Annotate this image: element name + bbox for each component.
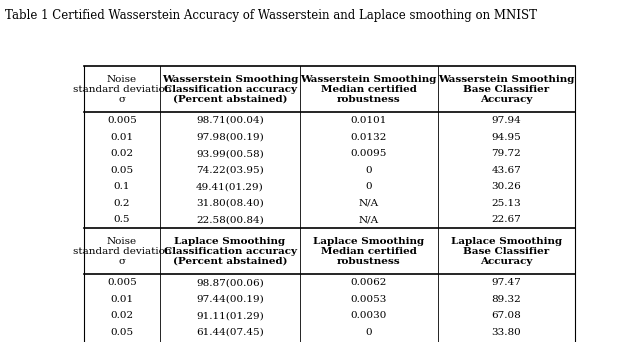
Text: 97.94: 97.94 (492, 116, 521, 125)
Text: 0.0132: 0.0132 (351, 133, 387, 142)
Text: Table 1 Certified Wasserstein Accuracy of Wasserstein and Laplace smoothing on M: Table 1 Certified Wasserstein Accuracy o… (5, 9, 537, 22)
Text: 31.80(08.40): 31.80(08.40) (196, 199, 264, 208)
Text: (Percent abstained): (Percent abstained) (173, 257, 287, 266)
Text: 0.02: 0.02 (111, 311, 134, 320)
Text: 22.67: 22.67 (492, 215, 521, 224)
Text: 0: 0 (365, 166, 372, 175)
Text: 91.11(01.29): 91.11(01.29) (196, 311, 264, 320)
Text: 67.08: 67.08 (492, 311, 521, 320)
Text: N/A: N/A (358, 215, 379, 224)
Text: Base Classifier: Base Classifier (463, 247, 549, 256)
Text: Laplace Smoothing: Laplace Smoothing (451, 237, 562, 246)
Text: 0.05: 0.05 (111, 166, 134, 175)
Text: 0.0030: 0.0030 (351, 311, 387, 320)
Text: Wasserstein Smoothing: Wasserstein Smoothing (438, 75, 575, 83)
Text: 43.67: 43.67 (492, 166, 521, 175)
Text: Wasserstein Smoothing: Wasserstein Smoothing (301, 75, 437, 83)
Text: 0.0053: 0.0053 (351, 295, 387, 304)
Text: 0.005: 0.005 (107, 116, 137, 125)
Text: 0: 0 (365, 182, 372, 191)
Text: 98.87(00.06): 98.87(00.06) (196, 278, 264, 287)
Text: 0.05: 0.05 (111, 328, 134, 337)
Text: Classification accuracy: Classification accuracy (164, 247, 296, 256)
Text: 30.26: 30.26 (492, 182, 521, 191)
Text: 0.2: 0.2 (114, 199, 131, 208)
Text: Accuracy: Accuracy (480, 257, 532, 266)
Text: Wasserstein Smoothing: Wasserstein Smoothing (162, 75, 298, 83)
Text: Laplace Smoothing: Laplace Smoothing (313, 237, 424, 246)
Text: 0.01: 0.01 (111, 295, 134, 304)
Text: σ: σ (118, 95, 125, 104)
Text: 0.02: 0.02 (111, 149, 134, 158)
Text: 49.41(01.29): 49.41(01.29) (196, 182, 264, 191)
Text: 22.58(00.84): 22.58(00.84) (196, 215, 264, 224)
Text: 74.22(03.95): 74.22(03.95) (196, 166, 264, 175)
Text: 25.13: 25.13 (492, 199, 521, 208)
Text: Laplace Smoothing: Laplace Smoothing (175, 237, 285, 246)
Text: Noise: Noise (107, 75, 137, 83)
Text: (Percent abstained): (Percent abstained) (173, 95, 287, 104)
Text: 0.005: 0.005 (107, 278, 137, 287)
Text: Median certified: Median certified (321, 84, 417, 94)
Text: σ: σ (118, 257, 125, 266)
Text: Noise: Noise (107, 237, 137, 246)
Text: Classification accuracy: Classification accuracy (164, 84, 296, 94)
Text: 93.99(00.58): 93.99(00.58) (196, 149, 264, 158)
Text: Base Classifier: Base Classifier (463, 84, 549, 94)
Text: 0.0095: 0.0095 (351, 149, 387, 158)
Text: standard deviation: standard deviation (73, 247, 172, 256)
Text: Accuracy: Accuracy (480, 95, 532, 104)
Text: 0.5: 0.5 (114, 215, 131, 224)
Text: 0.0101: 0.0101 (351, 116, 387, 125)
Text: 97.47: 97.47 (492, 278, 521, 287)
Text: 0.1: 0.1 (114, 182, 131, 191)
Text: 61.44(07.45): 61.44(07.45) (196, 328, 264, 337)
Text: 0: 0 (365, 328, 372, 337)
Text: standard deviation: standard deviation (73, 84, 172, 94)
Text: N/A: N/A (358, 199, 379, 208)
Text: 0.01: 0.01 (111, 133, 134, 142)
Text: robustness: robustness (337, 257, 401, 266)
Text: 79.72: 79.72 (492, 149, 521, 158)
Text: 33.80: 33.80 (492, 328, 521, 337)
Text: robustness: robustness (337, 95, 401, 104)
Text: 94.95: 94.95 (492, 133, 521, 142)
Text: Median certified: Median certified (321, 247, 417, 256)
Text: 0.0062: 0.0062 (351, 278, 387, 287)
Text: 97.44(00.19): 97.44(00.19) (196, 295, 264, 304)
Text: 89.32: 89.32 (492, 295, 521, 304)
Text: 97.98(00.19): 97.98(00.19) (196, 133, 264, 142)
Text: 98.71(00.04): 98.71(00.04) (196, 116, 264, 125)
